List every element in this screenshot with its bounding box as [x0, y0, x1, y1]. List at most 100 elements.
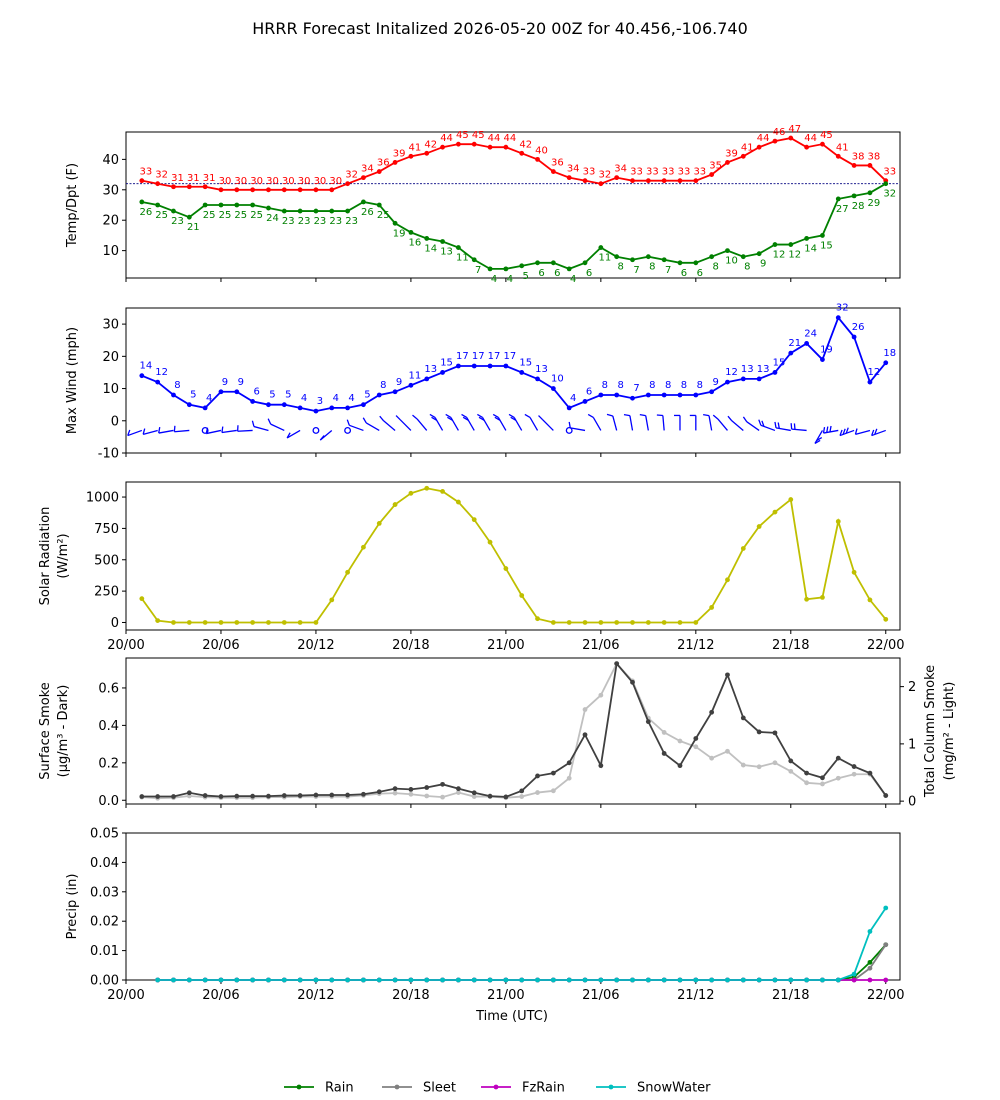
wind-barb [542, 419, 554, 431]
data-label: 10 [551, 374, 564, 385]
data-point [155, 379, 161, 385]
data-point [709, 254, 715, 260]
data-point [139, 596, 145, 602]
data-point [598, 692, 604, 698]
data-point [851, 977, 857, 983]
data-label: 8 [617, 262, 623, 273]
data-point [630, 257, 635, 263]
x-tick-label: 20/06 [202, 988, 239, 1003]
data-point [329, 405, 335, 411]
wind-barb [206, 429, 222, 435]
data-point [392, 790, 398, 796]
y-tick-label: 0.2 [98, 756, 119, 771]
data-label: 8 [681, 380, 687, 391]
data-label: 15 [519, 357, 532, 368]
data-point [313, 408, 319, 414]
data-point [186, 402, 192, 408]
data-point [250, 187, 256, 193]
data-point [772, 370, 778, 375]
y-axis-unit: (W/m²) [56, 533, 71, 578]
data-label: 8 [697, 380, 703, 391]
data-point [487, 266, 493, 272]
data-point [851, 569, 857, 575]
data-label: 36 [377, 158, 390, 169]
data-point [740, 762, 746, 768]
series-line-1 [141, 182, 887, 270]
data-label: 24 [804, 328, 817, 339]
data-label: 25 [377, 210, 390, 221]
legend-label-snowwater: SnowWater [637, 1081, 711, 1096]
data-label: 6 [554, 268, 560, 279]
data-point [756, 524, 762, 529]
x-tick-label: 20/06 [202, 638, 239, 653]
y-axis-label: Max Wind (mph) [65, 327, 80, 434]
data-point [582, 399, 588, 404]
y-tick-label: -10 [98, 447, 119, 462]
data-label: 4 [570, 393, 576, 404]
data-point [392, 160, 398, 165]
wind-barb-flag [538, 415, 544, 421]
wind-barb [127, 429, 143, 437]
data-point [788, 768, 794, 774]
data-point [455, 786, 461, 792]
wind-barb [662, 415, 665, 431]
data-label: 6 [253, 386, 259, 397]
data-label: 45 [456, 130, 469, 141]
wind-barb-flag [829, 425, 832, 433]
data-point [835, 315, 841, 321]
data-point [851, 764, 857, 769]
data-label: 41 [409, 142, 422, 153]
data-point [740, 376, 746, 382]
data-label: 7 [633, 265, 639, 276]
data-point [361, 544, 366, 550]
wind-barb [629, 415, 634, 431]
data-point [582, 178, 588, 184]
wind-barb [174, 429, 190, 433]
wind-barb [416, 418, 428, 431]
data-label: 11 [598, 253, 611, 264]
data-label: 13 [757, 364, 770, 375]
data-point [677, 620, 683, 625]
data-point [883, 616, 889, 622]
data-point [804, 144, 810, 150]
data-point [455, 245, 461, 250]
y-axis-unit: (μg/m³ - Dark) [56, 685, 71, 778]
panel-4: 0.0 0.2 0.4 0.6 Surface Smoke (μg/m³ - Dark) 0… [38, 657, 957, 810]
y-tick-label: 20 [102, 214, 119, 229]
data-point [820, 977, 825, 983]
x-tick-label: 22/00 [867, 988, 904, 1003]
wind-barb-flag [492, 413, 499, 419]
x-tick-label: 20/18 [392, 638, 429, 653]
data-point [424, 485, 430, 491]
data-label: 4 [348, 393, 354, 404]
data-label: 34 [614, 164, 627, 175]
data-point [440, 370, 445, 375]
y-right-tick-label: 1 [908, 737, 916, 752]
data-point [550, 620, 556, 625]
data-point [677, 977, 683, 983]
data-point [725, 748, 730, 754]
data-point [630, 178, 635, 184]
data-label: 30 [219, 176, 232, 187]
data-label: 19 [393, 228, 406, 239]
y-right-tick-label: 0 [908, 795, 916, 810]
data-label: 4 [333, 393, 339, 404]
data-point [804, 236, 810, 241]
data-point [392, 220, 398, 226]
data-label: 26 [852, 322, 865, 333]
x-tick-label: 20/12 [297, 638, 334, 653]
y-tick-label: 20 [102, 350, 119, 365]
data-label: 44 [440, 133, 453, 144]
data-point [661, 178, 667, 184]
data-point [582, 620, 588, 625]
data-point [297, 208, 303, 214]
data-point [139, 199, 145, 205]
data-label: 44 [757, 133, 770, 144]
data-point [867, 929, 873, 934]
data-point [693, 260, 699, 266]
data-point [851, 334, 857, 340]
data-label: 8 [744, 262, 750, 273]
data-point [598, 245, 604, 250]
data-point [424, 376, 430, 382]
